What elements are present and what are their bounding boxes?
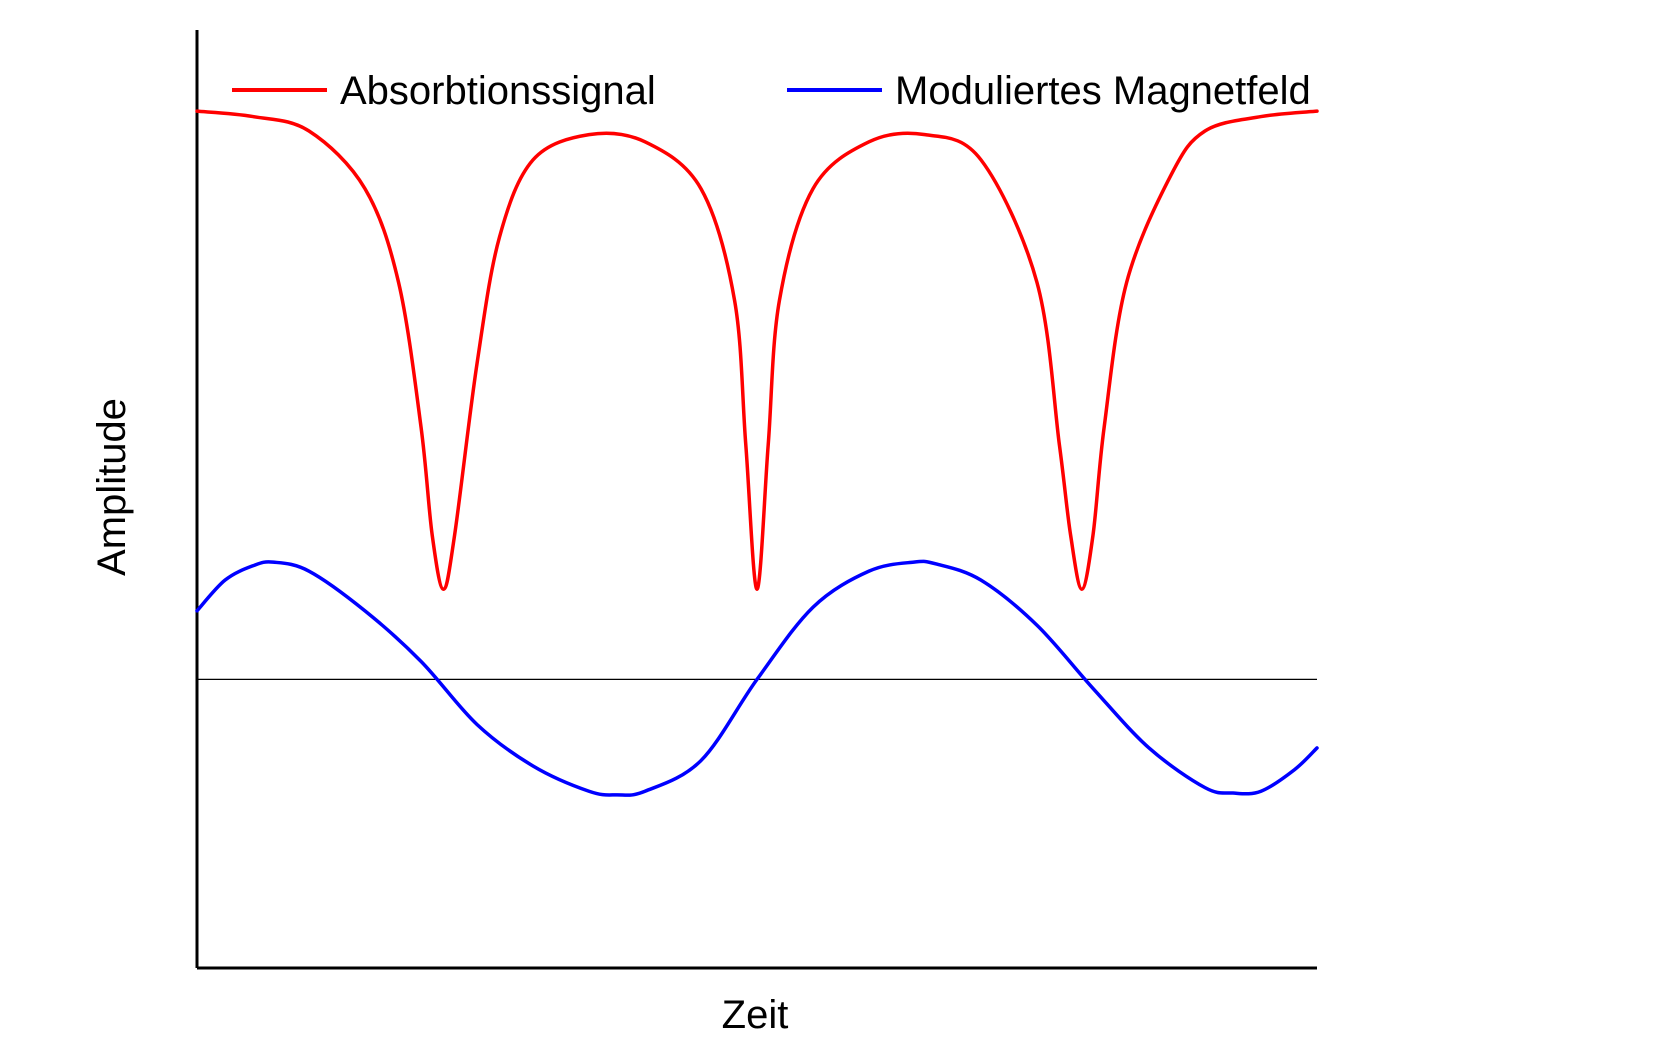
legend-label-1: Absorbtionssignal [340,69,656,113]
legend: Absorbtionssignal Moduliertes Magnetfeld [232,69,1311,113]
series-line-1 [195,109,1319,591]
axes [195,30,1317,970]
y-axis-title: Amplitude [90,398,134,576]
series-layer [195,109,1319,797]
legend-label-2: Moduliertes Magnetfeld [895,69,1311,113]
x-axis-title: Zeit [722,993,789,1037]
series-line-2 [195,559,1319,797]
